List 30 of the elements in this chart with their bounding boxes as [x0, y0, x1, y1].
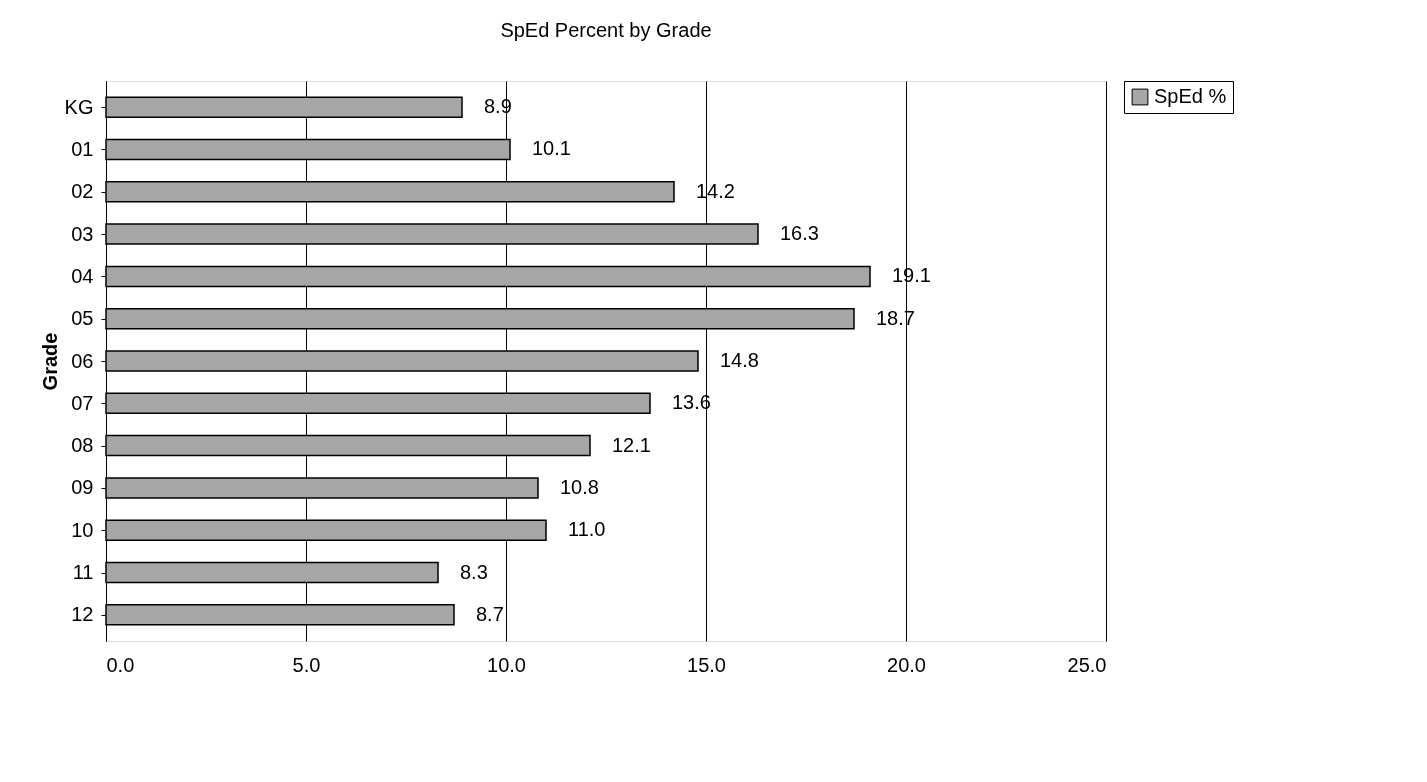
y-axis-title: Grade — [38, 332, 61, 391]
x-tick-label: 15.0 — [687, 653, 726, 676]
legend-label: SpEd % — [1154, 85, 1227, 107]
x-tick-label: 20.0 — [887, 653, 926, 676]
x-tick-label: 5.0 — [292, 653, 321, 676]
x-tick-label: 10.0 — [487, 653, 526, 676]
data-label: 8.7 — [476, 602, 504, 625]
data-label: 10.1 — [532, 137, 571, 160]
x-tick-label: 0.0 — [106, 653, 135, 676]
y-tick-label: 12 — [71, 603, 94, 626]
y-tick-label: 07 — [71, 391, 94, 414]
y-tick-label: 11 — [72, 561, 94, 584]
data-label: 14.8 — [720, 349, 759, 371]
y-tick-label: 04 — [71, 264, 94, 287]
y-tick-label: 03 — [71, 222, 94, 245]
y-tick-label: 08 — [71, 434, 94, 457]
data-label: 10.8 — [560, 475, 599, 498]
y-tick-label: 09 — [71, 476, 94, 499]
y-tick-label: 06 — [71, 349, 94, 372]
y-tick-label: 10 — [71, 518, 94, 541]
chart-title: SpEd Percent by Grade — [500, 18, 712, 41]
data-label: 12.1 — [612, 433, 651, 456]
y-tick-label: 02 — [71, 180, 94, 203]
data-label: 16.3 — [780, 222, 819, 245]
y-tick-label: 01 — [71, 137, 94, 160]
y-tick-label: 05 — [71, 307, 94, 330]
data-label: 11.0 — [568, 518, 606, 541]
x-tick-label: 25.0 — [1067, 653, 1107, 676]
data-label: 8.3 — [460, 560, 488, 583]
y-tick-label: KG — [64, 95, 94, 118]
